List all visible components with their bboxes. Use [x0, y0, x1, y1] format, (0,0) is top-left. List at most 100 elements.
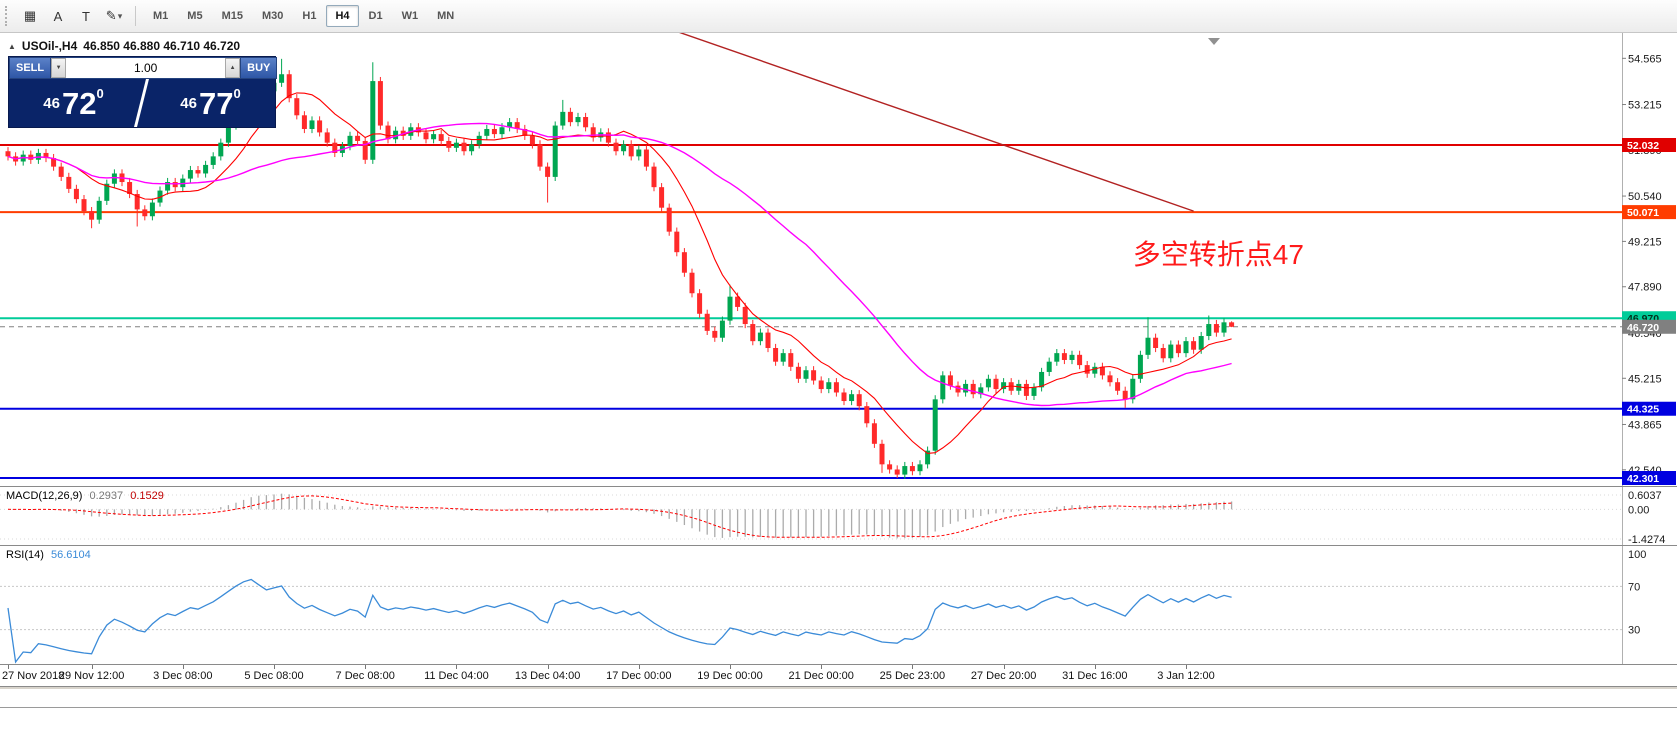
- time-axis-label: 5 Dec 08:00: [244, 670, 304, 682]
- time-axis-label: 3 Jan 12:00: [1157, 670, 1215, 682]
- text-tool-button[interactable]: T: [73, 4, 99, 28]
- timeframe-m1-button[interactable]: M1: [144, 5, 177, 27]
- svg-text:100: 100: [1628, 549, 1646, 561]
- time-axis-label: 25 Dec 23:00: [879, 670, 946, 682]
- sell-price-prefix: 46: [43, 94, 60, 112]
- time-tick: [456, 665, 458, 669]
- chart-grid-button[interactable]: ▦: [17, 4, 43, 28]
- time-tick: [274, 665, 275, 669]
- timeframe-m5-button[interactable]: M5: [178, 5, 211, 27]
- svg-text:50.071: 50.071: [1627, 207, 1659, 219]
- svg-text:53.215: 53.215: [1628, 100, 1662, 112]
- time-axis-label: 3 Dec 08:00: [153, 670, 213, 682]
- text-icon: T: [82, 8, 90, 24]
- time-tick: [730, 665, 731, 669]
- pencil-icon: ✎: [105, 8, 117, 23]
- time-tick: [1186, 665, 1187, 669]
- svg-text:70: 70: [1628, 581, 1640, 593]
- svg-text:0.00: 0.00: [1628, 504, 1649, 516]
- time-tick: [547, 665, 549, 669]
- collapse-panel-icon[interactable]: ▲: [8, 41, 16, 51]
- svg-text:30: 30: [1628, 625, 1640, 637]
- rsi-panel: 100 70 30 RSI(14) 56.6104: [0, 546, 1677, 665]
- time-axis-label: 19 Dec 00:00: [697, 670, 763, 682]
- buy-price-point: 0: [233, 86, 241, 101]
- volume-up-button[interactable]: ▲: [225, 58, 241, 78]
- time-axis-label: 21 Dec 00:00: [788, 670, 854, 682]
- timeframe-w1-button[interactable]: W1: [393, 5, 428, 27]
- toolbar: ▦ A T ✎ ▾ M1 M5 M15 M30 H1 H4 D1 W1 MN: [0, 0, 1677, 33]
- text-label-icon: A: [53, 8, 63, 24]
- buy-price-pips: 77: [198, 85, 234, 121]
- ma-fast-line: [7, 92, 1232, 454]
- macd-panel: 0.6037 0.00 -1.4274 MACD(12,26,9) 0.2937 0…: [0, 487, 1677, 546]
- sell-price-point: 0: [96, 86, 104, 101]
- volume-down-button[interactable]: ▼: [51, 58, 67, 78]
- buy-price-prefix: 46: [180, 94, 197, 112]
- time-tick: [638, 665, 640, 669]
- time-tick: [8, 665, 9, 669]
- price-badge: [1622, 138, 1676, 153]
- descending-trendline: [679, 33, 1194, 212]
- volume-control: ▼ ▲: [51, 57, 241, 79]
- rsi-line: [7, 578, 1232, 664]
- macd-signal-line: [7, 495, 1232, 538]
- symbol-title: USOil-,H4: [21, 39, 78, 53]
- timeframe-mn-button[interactable]: MN: [428, 5, 463, 27]
- svg-text:42.301: 42.301: [1627, 473, 1659, 485]
- time-axis-label: 27 Nov 2018: [2, 670, 65, 682]
- toolbar-separator: [135, 6, 136, 26]
- time-tick: [91, 665, 93, 669]
- timeframe-h4-button[interactable]: H4: [326, 5, 359, 27]
- svg-text:43.865: 43.865: [1628, 419, 1662, 431]
- svg-text:44.325: 44.325: [1627, 404, 1659, 416]
- timeframe-m15-button[interactable]: M15: [213, 5, 252, 27]
- time-tick: [821, 665, 823, 669]
- candles: [5, 58, 1235, 479]
- price-divider: [138, 79, 146, 127]
- drawing-tools-button[interactable]: ✎ ▾: [101, 4, 127, 28]
- rsi-chart[interactable]: 100 70 30: [0, 546, 1677, 664]
- sell-price-display[interactable]: 46 72 0: [9, 79, 138, 127]
- svg-text:49.215: 49.215: [1628, 236, 1662, 248]
- chart-shift-icon: [1208, 38, 1220, 45]
- time-axis-label: 17 Dec 00:00: [606, 670, 672, 682]
- rsi-value: 56.6104: [50, 549, 91, 561]
- time-axis-label: 11 Dec 04:00: [424, 670, 489, 682]
- text-label-tool-button[interactable]: A: [45, 4, 71, 28]
- timeframe-m30-button[interactable]: M30: [253, 5, 292, 27]
- macd-signal-value: 0.1529: [130, 490, 164, 502]
- rsi-label: RSI(14) 56.6104: [6, 549, 91, 561]
- price-badge: [1622, 319, 1676, 334]
- time-tick: [912, 665, 914, 669]
- time-tick: [1094, 665, 1096, 669]
- time-axis[interactable]: 27 Nov 2018 29 Nov 12:00 3 Dec 08:00 5 Dec …: [0, 665, 1677, 687]
- timeframe-h1-button[interactable]: H1: [293, 5, 325, 27]
- svg-text:47.890: 47.890: [1628, 282, 1662, 294]
- price-badge: [1622, 205, 1676, 220]
- buy-price-display[interactable]: 46 77 0: [146, 79, 275, 127]
- one-click-trading-panel: SELL ▼ ▲ BUY 46 72 0 46 77 0: [8, 56, 278, 128]
- main-chart[interactable]: 54.56553.21551.89050.54049.21547.89046.5…: [0, 33, 1677, 486]
- svg-text:52.032: 52.032: [1627, 140, 1659, 152]
- macd-name: MACD(12,26,9): [6, 490, 83, 502]
- macd-label: MACD(12,26,9) 0.2937 0.1529: [6, 490, 164, 502]
- time-axis-label: 29 Nov 12:00: [58, 670, 125, 682]
- toolbar-grip[interactable]: [5, 6, 10, 26]
- macd-main-value: 0.2937: [89, 490, 124, 502]
- caret-down-icon: ▾: [117, 10, 123, 21]
- chart-annotation: 多空转折点47: [1133, 239, 1304, 270]
- buy-button[interactable]: BUY: [240, 57, 278, 79]
- price-badge: [1622, 470, 1676, 485]
- time-axis-label: 13 Dec 04:00: [514, 670, 581, 682]
- volume-input[interactable]: [66, 58, 226, 78]
- sell-button[interactable]: SELL: [9, 57, 52, 79]
- grid-icon: ▦: [23, 8, 37, 23]
- timeframe-d1-button[interactable]: D1: [360, 5, 392, 27]
- chart-header: ▲ USOil-,H4 46.850 46.880 46.710 46.720: [8, 39, 240, 53]
- ma-slow-line: [7, 122, 1232, 407]
- time-tick: [365, 665, 367, 669]
- macd-chart[interactable]: 0.6037 0.00 -1.4274: [0, 487, 1677, 545]
- horizontal-levels: [0, 144, 1622, 479]
